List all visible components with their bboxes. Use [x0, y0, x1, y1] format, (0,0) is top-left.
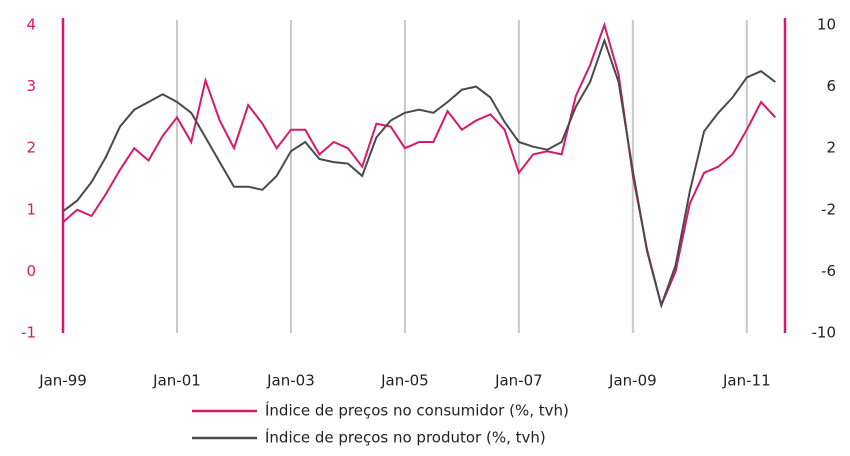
legend-label: Índice de preços no consumidor (%, tvh): [265, 401, 569, 420]
series-line: [62, 37, 776, 309]
y2-tick-label: 2: [826, 139, 836, 157]
x-tick-label: Jan-07: [494, 372, 543, 390]
x-tick-label: Jan-05: [380, 372, 429, 390]
x-tick-label: Jan-99: [38, 372, 87, 390]
y2-tick-label: 6: [826, 77, 836, 95]
y2-tick-label: -6: [821, 262, 836, 280]
y-tick-label: 1: [26, 200, 36, 218]
y-tick-label: 2: [26, 139, 36, 157]
y-tick-label: 4: [26, 16, 36, 34]
y2-tick-label: -10: [812, 324, 837, 342]
y2-tick-label: -2: [821, 200, 836, 218]
legend-label: Índice de preços no produtor (%, tvh): [265, 428, 546, 447]
series-line: [62, 21, 777, 309]
x-tick-label: Jan-03: [266, 372, 315, 390]
y-tick-label: 0: [26, 262, 36, 280]
y-tick-label: -1: [21, 324, 36, 342]
x-tick-label: Jan-09: [608, 372, 657, 390]
y2-tick-label: 10: [817, 16, 836, 34]
x-tick-label: Jan-11: [722, 372, 771, 390]
x-tick-label: Jan-01: [152, 372, 201, 390]
y-tick-label: 3: [26, 77, 36, 95]
